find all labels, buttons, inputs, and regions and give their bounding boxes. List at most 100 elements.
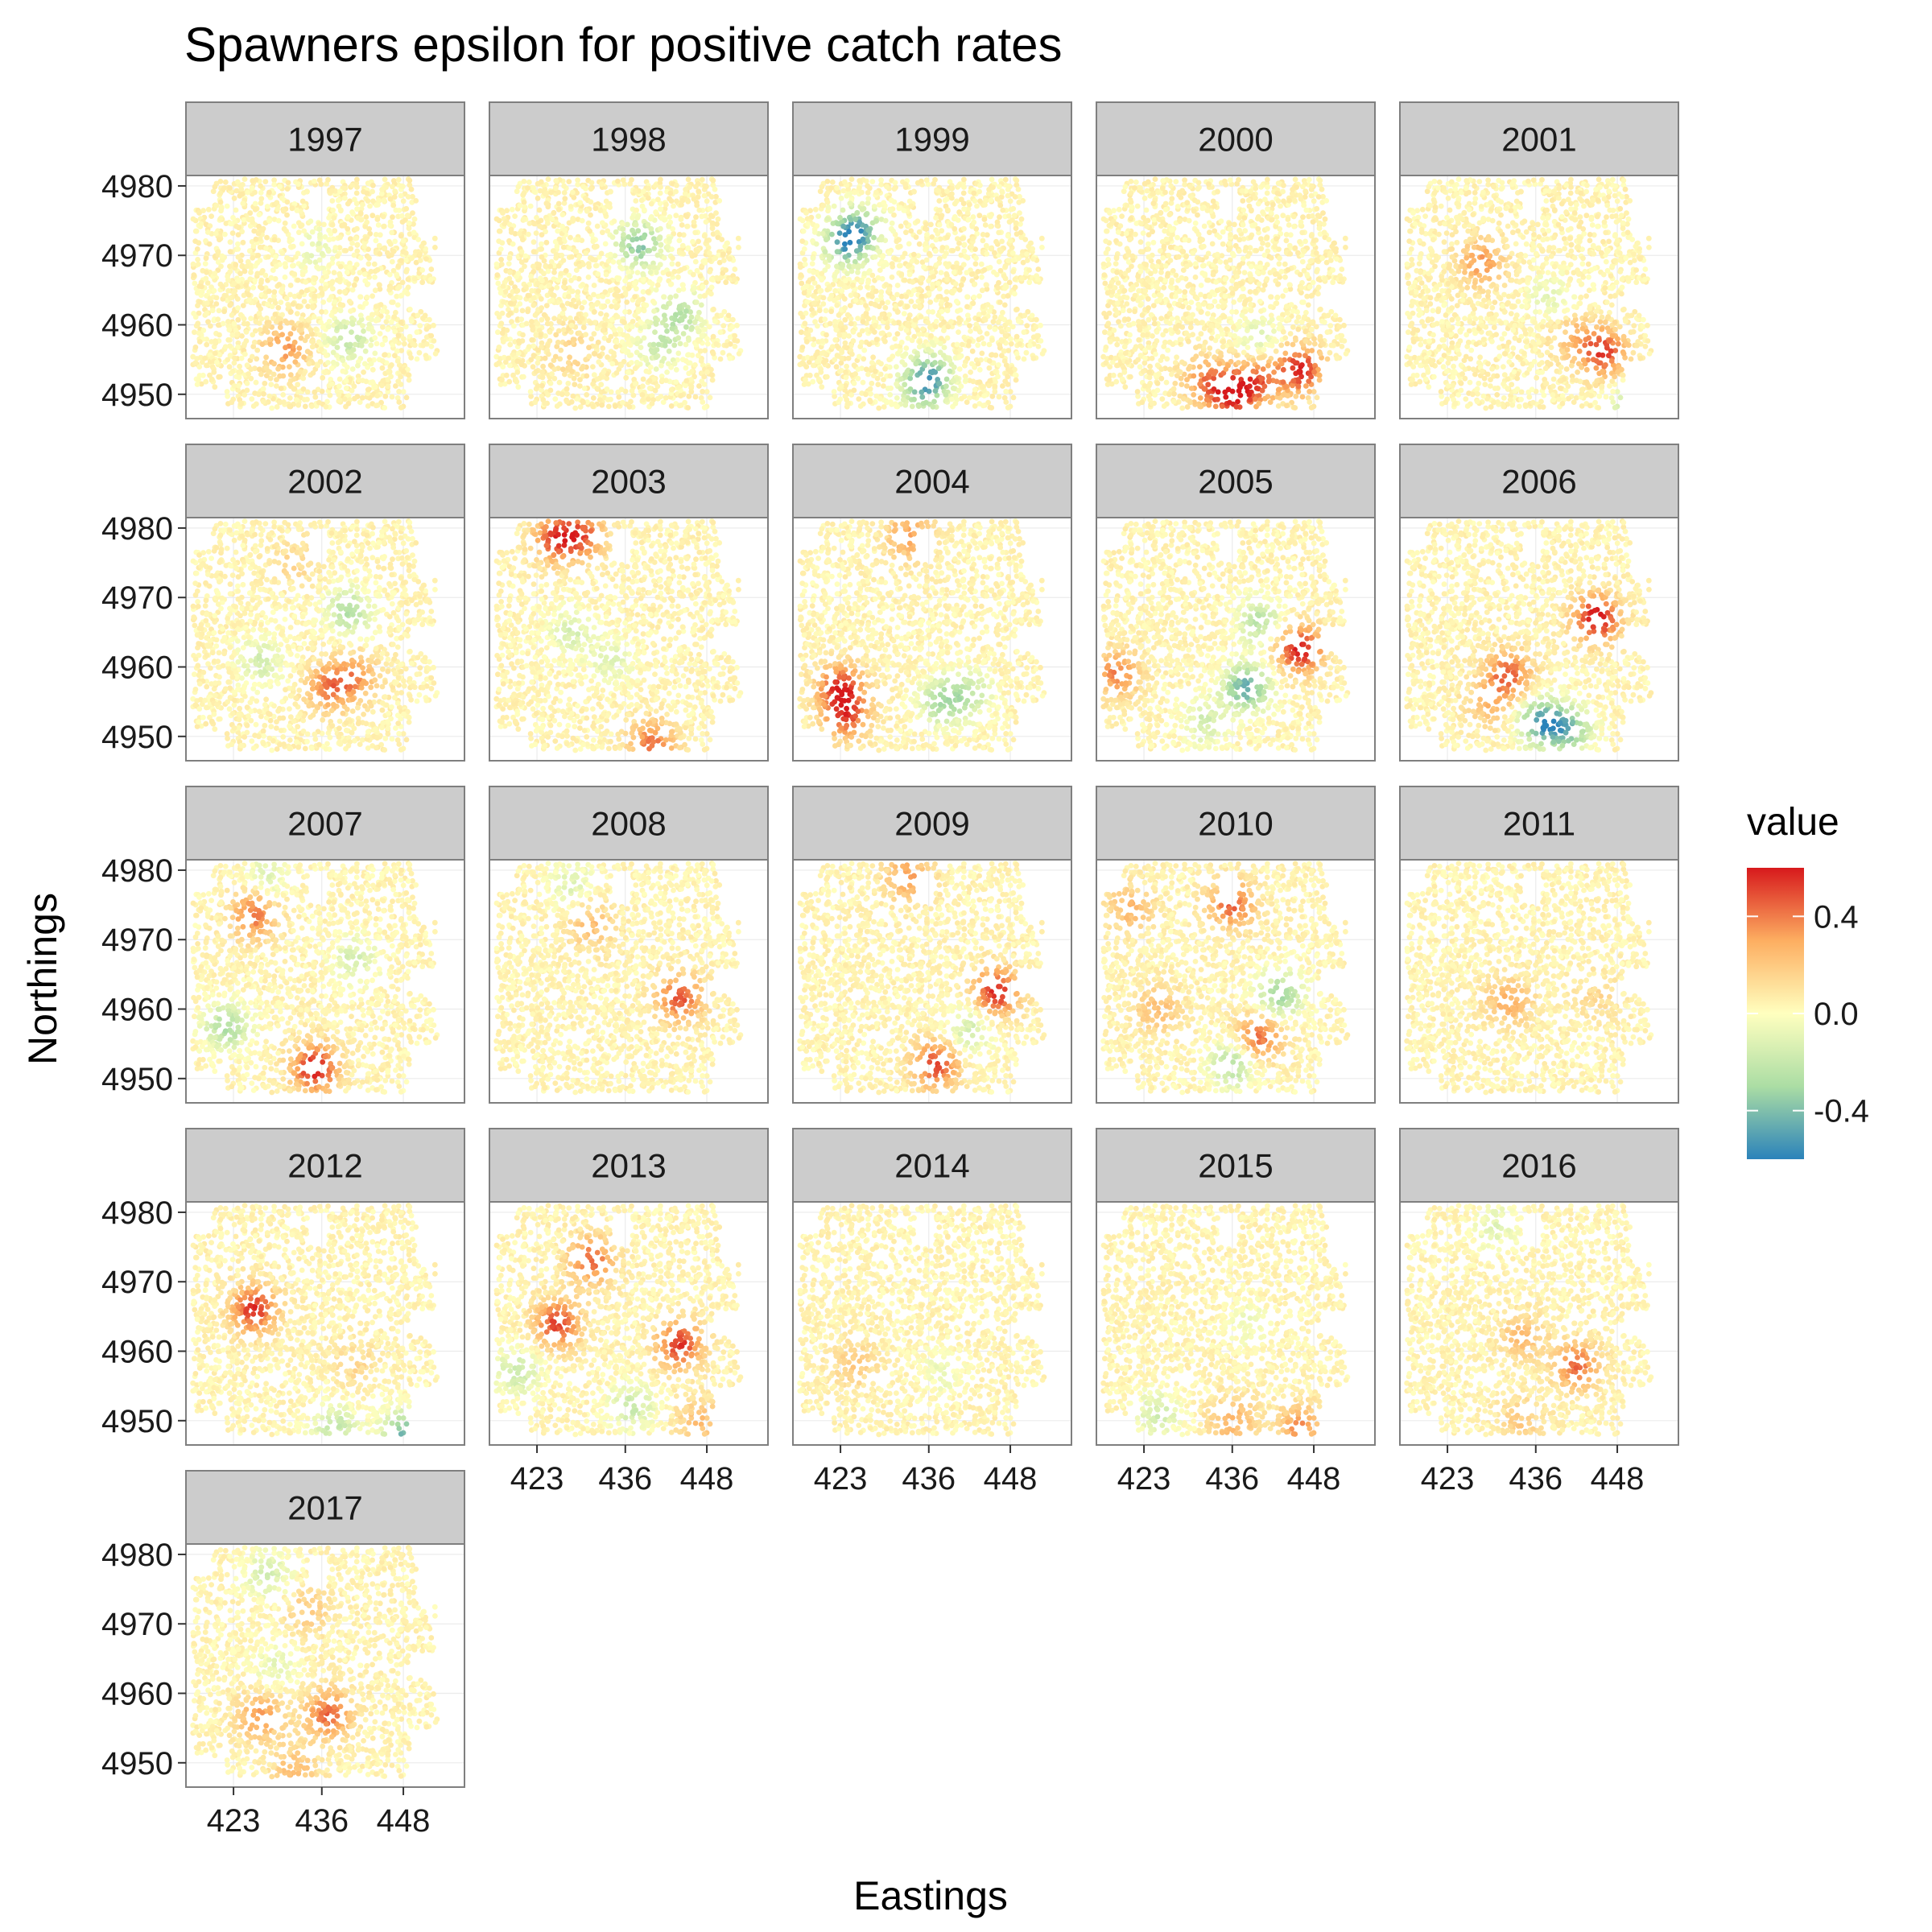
data-point <box>421 241 427 246</box>
data-point <box>561 184 567 189</box>
data-point <box>273 330 279 336</box>
data-point <box>337 302 343 308</box>
data-point <box>216 259 221 265</box>
data-point <box>279 287 285 292</box>
data-point <box>301 204 307 209</box>
data-point <box>575 289 580 295</box>
chart-title: Spawners epsilon for positive catch rate… <box>184 18 1063 72</box>
data-point <box>595 386 601 391</box>
data-point <box>996 362 1001 368</box>
data-point <box>418 258 423 263</box>
data-point <box>307 234 312 240</box>
data-point <box>616 294 621 299</box>
data-point <box>195 257 200 262</box>
data-point <box>352 396 357 402</box>
data-point <box>539 242 544 247</box>
data-point <box>653 209 658 215</box>
data-point <box>193 345 199 350</box>
data-point <box>576 330 582 336</box>
data-point <box>390 299 396 305</box>
data-point <box>370 183 376 188</box>
data-point <box>684 224 690 229</box>
data-point <box>304 287 310 293</box>
data-point <box>693 214 699 220</box>
data-point <box>732 333 737 339</box>
data-point <box>507 270 513 275</box>
data-point <box>535 321 540 327</box>
data-point <box>214 295 220 301</box>
data-point <box>305 390 311 395</box>
data-point <box>557 380 563 386</box>
data-point <box>196 210 202 216</box>
data-point <box>577 383 583 389</box>
data-point <box>562 372 568 378</box>
data-point <box>613 303 619 309</box>
data-point <box>523 284 529 290</box>
data-point <box>679 217 684 222</box>
data-point <box>559 392 565 398</box>
data-point <box>350 354 356 360</box>
data-point <box>702 405 708 411</box>
data-point <box>909 299 914 304</box>
data-point <box>985 331 990 336</box>
data-point <box>395 378 401 384</box>
data-point <box>352 253 357 258</box>
data-point <box>332 299 337 305</box>
data-point <box>222 293 228 299</box>
data-point <box>555 340 561 345</box>
data-point <box>689 384 695 390</box>
data-point <box>320 251 325 257</box>
data-point <box>274 200 279 205</box>
data-point <box>428 266 434 272</box>
data-point <box>692 320 698 325</box>
data-point <box>374 393 380 398</box>
data-point <box>433 351 439 357</box>
data-point <box>357 294 363 299</box>
data-point <box>246 298 252 303</box>
data-point <box>710 378 716 383</box>
data-point <box>501 339 506 345</box>
data-point <box>561 327 567 332</box>
data-point <box>362 361 368 367</box>
data-point <box>657 236 663 242</box>
data-point <box>363 349 369 354</box>
data-point <box>647 386 653 391</box>
data-point <box>284 320 290 326</box>
data-point <box>417 323 423 328</box>
data-point <box>285 336 291 342</box>
data-point <box>264 235 270 241</box>
data-point <box>394 349 400 354</box>
data-point <box>227 269 233 275</box>
data-point <box>400 280 406 286</box>
data-point <box>243 283 249 288</box>
data-point <box>711 307 716 312</box>
data-point <box>536 262 542 267</box>
data-point <box>641 302 646 308</box>
data-point <box>203 379 208 385</box>
data-point <box>262 294 268 299</box>
data-point <box>519 250 525 255</box>
data-point <box>349 388 355 394</box>
data-point <box>730 317 736 323</box>
data-point <box>558 271 564 277</box>
data-point <box>865 258 870 263</box>
data-point <box>582 386 588 391</box>
data-point <box>228 295 233 301</box>
data-point <box>967 395 972 401</box>
data-point <box>312 390 317 395</box>
data-point <box>516 351 522 357</box>
data-point <box>547 283 552 288</box>
data-point <box>417 350 423 356</box>
data-point <box>539 278 545 283</box>
data-point <box>506 356 511 361</box>
data-point <box>651 308 657 314</box>
data-point <box>641 377 646 382</box>
data-point <box>335 345 341 350</box>
data-point <box>590 382 596 387</box>
data-point <box>242 352 248 357</box>
data-point <box>378 331 383 336</box>
data-point <box>395 358 401 364</box>
data-point <box>369 269 374 275</box>
data-point <box>292 359 298 365</box>
data-point <box>227 303 233 308</box>
